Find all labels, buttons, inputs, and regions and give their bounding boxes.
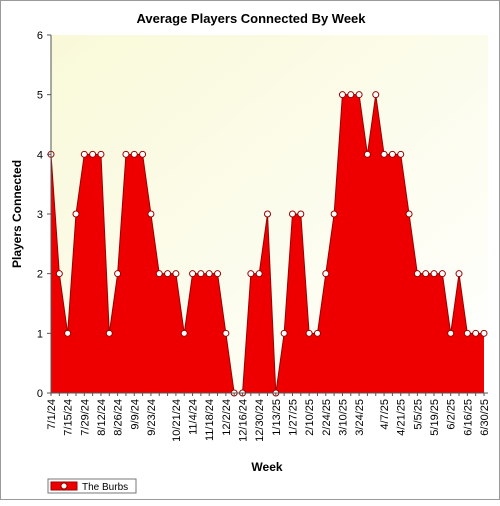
x-tick-label: 11/4/24 xyxy=(188,399,200,435)
data-point xyxy=(313,329,321,337)
data-point xyxy=(305,329,313,337)
x-tick-label: 1/13/25 xyxy=(271,399,283,436)
x-tick-label: 12/30/24 xyxy=(254,399,266,442)
data-point xyxy=(480,329,488,337)
x-axis-label: Week xyxy=(251,460,282,474)
x-tick-label: 2/24/25 xyxy=(321,399,333,436)
x-tick-label: 10/21/24 xyxy=(171,399,183,442)
x-tick-label: 9/9/24 xyxy=(129,399,141,430)
x-tick-label: 5/5/25 xyxy=(412,399,424,430)
data-point xyxy=(397,150,405,158)
data-point xyxy=(405,210,413,218)
data-point xyxy=(64,329,72,337)
y-tick-label: 3 xyxy=(37,209,43,221)
data-point xyxy=(380,150,388,158)
x-tick-label: 3/24/25 xyxy=(354,399,366,436)
x-tick-label: 12/16/24 xyxy=(238,399,250,442)
x-tick-label: 6/16/25 xyxy=(462,399,474,436)
data-point xyxy=(89,150,97,158)
data-point xyxy=(388,150,396,158)
data-point xyxy=(205,270,213,278)
data-point xyxy=(139,150,147,158)
legend-label: The Burbs xyxy=(82,482,128,493)
data-point xyxy=(164,270,172,278)
data-point xyxy=(422,270,430,278)
series-area xyxy=(51,94,484,394)
x-tick-label: 12/2/24 xyxy=(221,399,233,436)
y-axis-label: Players Connected xyxy=(10,160,24,268)
x-axis: 7/1/24 7/15/24 7/29/24 8/12/24 8/26/24 9/9/24… xyxy=(46,393,491,442)
x-tick-label: 3/10/25 xyxy=(337,399,349,436)
data-point xyxy=(147,210,155,218)
data-point xyxy=(255,270,263,278)
data-point xyxy=(372,91,380,99)
data-point xyxy=(330,210,338,218)
data-point xyxy=(363,150,371,158)
data-point xyxy=(355,91,363,99)
data-point xyxy=(180,329,188,337)
data-point xyxy=(155,270,163,278)
chart-title: Average Players Connected By Week xyxy=(136,11,366,26)
y-tick-label: 6 xyxy=(37,30,43,42)
data-point xyxy=(472,329,480,337)
legend-marker xyxy=(60,482,68,490)
data-point xyxy=(197,270,205,278)
x-tick-label: 7/1/24 xyxy=(46,399,58,430)
data-point xyxy=(97,150,105,158)
data-point xyxy=(247,270,255,278)
x-tick-label: 6/30/25 xyxy=(479,399,491,436)
data-point xyxy=(172,270,180,278)
y-tick-label: 4 xyxy=(37,149,43,161)
data-point xyxy=(114,270,122,278)
data-point xyxy=(413,270,421,278)
y-tick-label: 5 xyxy=(37,90,43,102)
data-point xyxy=(463,329,471,337)
data-point xyxy=(105,329,113,337)
x-tick-label: 6/2/25 xyxy=(446,399,458,430)
data-point xyxy=(55,270,63,278)
data-point xyxy=(347,91,355,99)
data-point xyxy=(280,329,288,337)
legend: The Burbs xyxy=(47,478,137,494)
x-tick-label: 7/29/24 xyxy=(79,399,91,436)
x-tick-label: 1/27/25 xyxy=(287,399,299,436)
data-point xyxy=(338,91,346,99)
data-point xyxy=(122,150,130,158)
x-tick-label: 5/19/25 xyxy=(429,399,441,436)
x-tick-label: 2/10/25 xyxy=(304,399,316,436)
y-tick-label: 0 xyxy=(37,388,43,400)
data-point xyxy=(430,270,438,278)
x-tick-label: 4/21/25 xyxy=(396,399,408,436)
data-point xyxy=(438,270,446,278)
data-point xyxy=(80,150,88,158)
data-point xyxy=(297,210,305,218)
y-tick-label: 1 xyxy=(37,328,43,340)
data-point xyxy=(288,210,296,218)
x-tick-label: 4/7/25 xyxy=(379,399,391,430)
data-point xyxy=(455,270,463,278)
x-tick-label: 7/15/24 xyxy=(63,399,75,436)
y-tick-label: 2 xyxy=(37,269,43,281)
data-point xyxy=(264,210,271,218)
data-point xyxy=(447,329,455,337)
data-point xyxy=(72,210,80,218)
x-tick-label: 9/23/24 xyxy=(146,399,158,436)
data-point xyxy=(189,270,197,278)
y-axis: 0 1 2 3 4 5 6 xyxy=(37,30,51,400)
data-point xyxy=(322,270,330,278)
x-tick-label: 8/12/24 xyxy=(96,399,108,436)
x-tick-label: 8/26/24 xyxy=(113,399,125,436)
data-point xyxy=(130,150,138,158)
x-tick-label: 11/18/24 xyxy=(204,399,216,441)
data-point xyxy=(222,329,230,337)
data-point xyxy=(214,270,222,278)
